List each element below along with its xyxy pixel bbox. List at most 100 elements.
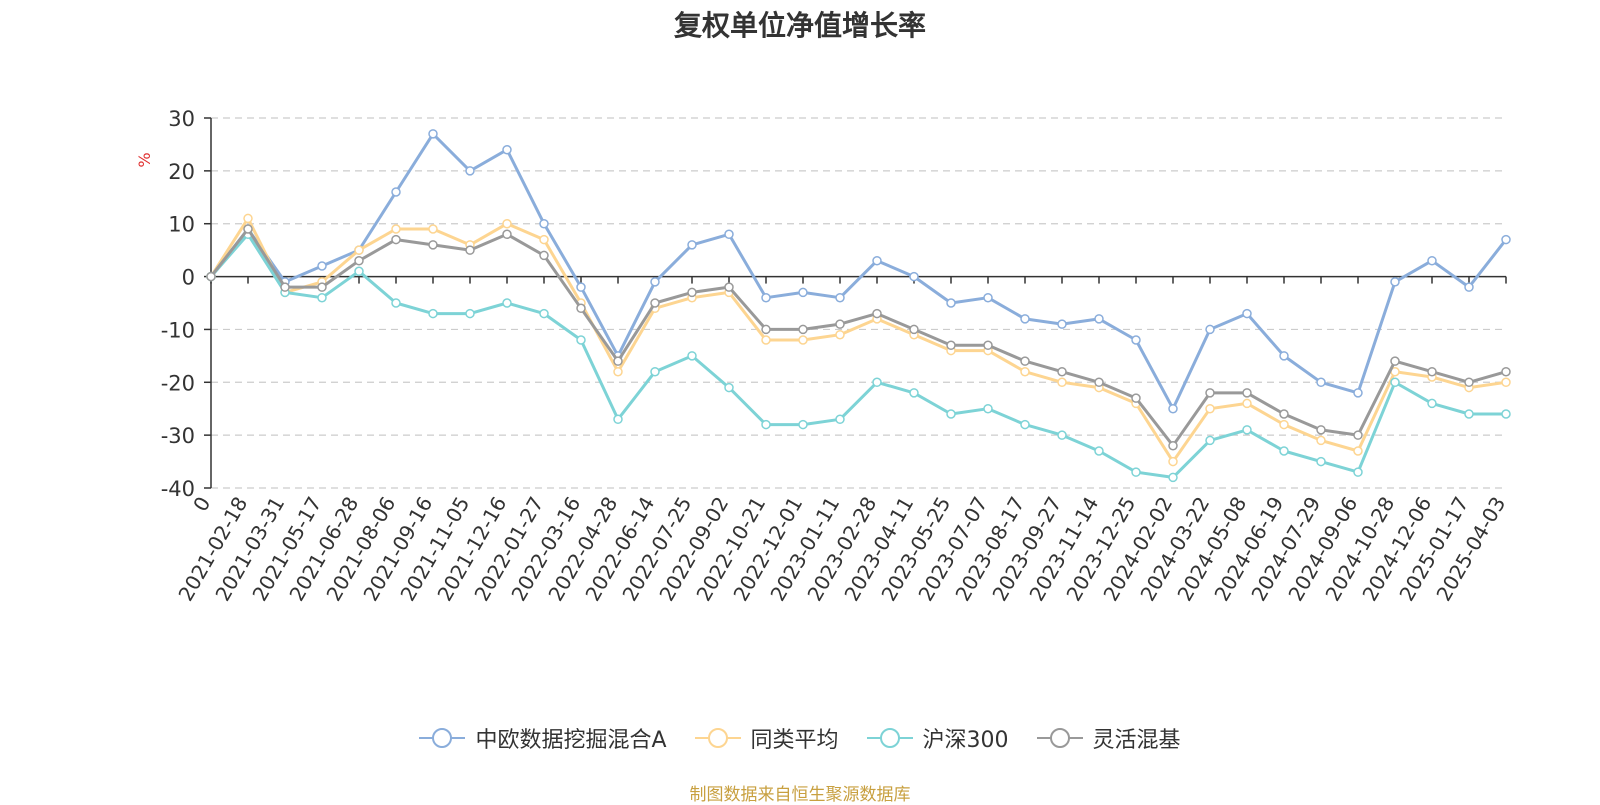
data-point bbox=[1057, 430, 1067, 440]
data-point bbox=[872, 377, 882, 388]
data-point bbox=[1501, 234, 1511, 245]
data-point bbox=[1390, 356, 1400, 366]
data-point bbox=[1168, 456, 1178, 467]
series-lines bbox=[206, 129, 1511, 483]
data-point bbox=[243, 224, 253, 234]
y-tick-label: 0 bbox=[182, 266, 195, 290]
data-point bbox=[946, 340, 956, 351]
data-point bbox=[650, 298, 660, 308]
data-point bbox=[1205, 388, 1215, 398]
data-point bbox=[502, 218, 512, 229]
data-point bbox=[428, 240, 438, 250]
data-point bbox=[1316, 435, 1326, 446]
data-point bbox=[650, 366, 660, 377]
data-point bbox=[761, 292, 771, 303]
data-point bbox=[1279, 419, 1289, 430]
data-point bbox=[1094, 446, 1104, 456]
data-point bbox=[983, 403, 993, 414]
data-point bbox=[1353, 430, 1363, 440]
legend-marker-csi300 bbox=[866, 728, 913, 748]
data-point bbox=[1353, 446, 1363, 456]
legend-item-peer-average[interactable]: 同类平均 bbox=[694, 722, 839, 754]
data-point bbox=[354, 255, 364, 266]
data-point bbox=[354, 245, 364, 255]
data-point bbox=[576, 303, 586, 314]
data-point bbox=[909, 324, 919, 335]
data-point bbox=[835, 292, 845, 303]
data-point bbox=[613, 366, 623, 377]
data-point bbox=[1020, 419, 1030, 430]
data-point bbox=[1501, 409, 1511, 419]
data-point bbox=[1427, 255, 1437, 266]
data-point bbox=[1131, 393, 1141, 403]
legend-item-fund[interactable]: 中欧数据挖掘混合A bbox=[419, 722, 667, 754]
grid-lines bbox=[211, 117, 1506, 489]
legend-label-peer-average: 同类平均 bbox=[750, 728, 839, 753]
data-point bbox=[835, 319, 845, 329]
x-tick-label: 0 bbox=[188, 493, 215, 516]
data-point bbox=[1094, 377, 1104, 388]
data-point bbox=[1242, 398, 1252, 409]
data-point bbox=[1279, 351, 1289, 361]
data-point bbox=[1427, 366, 1437, 377]
data-point bbox=[1205, 403, 1215, 414]
axes: 3020100-10-20-30-40%02021-02-182021-03-3… bbox=[135, 107, 1510, 605]
y-tick-label: -10 bbox=[161, 318, 195, 342]
data-point bbox=[798, 287, 808, 298]
data-point bbox=[465, 245, 475, 255]
data-point bbox=[872, 255, 882, 266]
legend-label-csi300: 沪深300 bbox=[922, 728, 1009, 753]
data-point bbox=[1057, 319, 1067, 329]
data-point bbox=[983, 292, 993, 303]
data-point bbox=[946, 409, 956, 419]
data-point bbox=[1168, 440, 1178, 451]
y-tick-label: -20 bbox=[161, 371, 195, 395]
data-point bbox=[1168, 472, 1178, 483]
data-point bbox=[354, 266, 364, 277]
data-point bbox=[1390, 377, 1400, 388]
data-point bbox=[317, 282, 327, 292]
data-point bbox=[1205, 435, 1215, 446]
data-point bbox=[1464, 377, 1474, 388]
series-line-0 bbox=[209, 132, 1508, 411]
series-line-2 bbox=[209, 232, 1506, 479]
data-point bbox=[576, 335, 586, 345]
data-point bbox=[502, 144, 512, 155]
data-point bbox=[1242, 425, 1252, 435]
y-tick-label: 20 bbox=[168, 160, 195, 184]
data-point bbox=[946, 298, 956, 308]
data-point bbox=[317, 292, 327, 303]
data-point bbox=[1205, 324, 1215, 335]
data-point bbox=[465, 308, 475, 319]
data-point bbox=[1464, 409, 1474, 419]
data-point bbox=[1501, 366, 1511, 377]
data-point bbox=[613, 356, 623, 366]
data-point bbox=[798, 419, 808, 430]
y-tick-label: -40 bbox=[161, 477, 195, 501]
y-tick-label: -30 bbox=[161, 424, 195, 448]
data-point bbox=[1168, 403, 1178, 414]
data-point bbox=[1279, 446, 1289, 456]
data-point bbox=[576, 282, 586, 292]
data-point bbox=[1390, 277, 1400, 287]
data-point bbox=[539, 234, 549, 245]
data-point bbox=[872, 308, 882, 319]
legend-item-flexible-mixed[interactable]: 灵活混基 bbox=[1036, 722, 1181, 754]
data-point bbox=[280, 282, 290, 292]
data-point bbox=[687, 287, 697, 298]
data-point bbox=[1316, 377, 1326, 388]
data-point bbox=[1057, 377, 1067, 388]
data-point bbox=[317, 261, 327, 271]
legend-item-csi300[interactable]: 沪深300 bbox=[866, 722, 1009, 754]
data-point bbox=[1020, 366, 1030, 377]
data-point bbox=[761, 324, 771, 335]
data-point bbox=[1131, 467, 1141, 477]
y-axis-label: % bbox=[135, 152, 154, 167]
data-point bbox=[1316, 425, 1326, 435]
data-point bbox=[1353, 467, 1363, 477]
data-point bbox=[465, 166, 475, 176]
data-point bbox=[724, 229, 734, 240]
y-tick-label: 30 bbox=[168, 107, 195, 131]
data-point bbox=[1242, 308, 1252, 319]
